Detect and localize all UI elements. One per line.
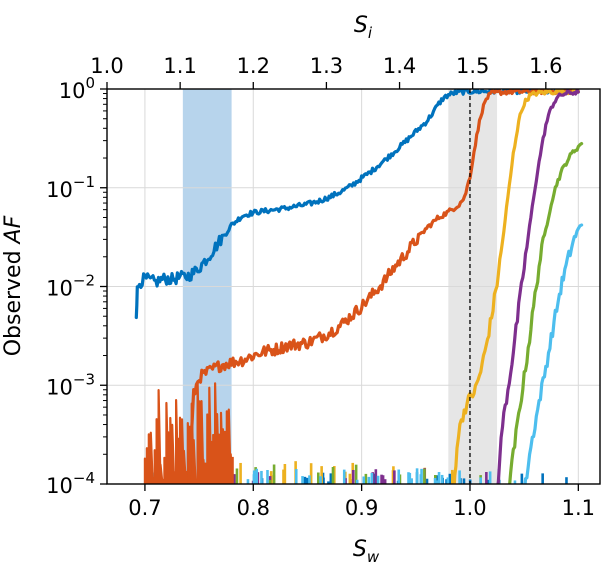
- top-axis-title: Si: [354, 13, 373, 42]
- x-tick-label: 0.8: [237, 496, 270, 520]
- series-1-noise: [143, 380, 234, 484]
- series-3-line: [496, 89, 580, 484]
- top-tick-label: 1.5: [456, 54, 489, 78]
- y-tick-label: 10−3: [46, 370, 95, 399]
- series-2-line: [452, 89, 580, 484]
- series-5-line: [523, 223, 584, 484]
- y-axis-title: Observed AF: [1, 215, 26, 356]
- x-tick-label: 1.0: [453, 496, 486, 520]
- y-tick-label: 10−2: [46, 272, 95, 301]
- y-tick-label: 10−1: [46, 173, 95, 202]
- top-tick-label: 1.4: [383, 54, 416, 78]
- series-4-line: [508, 142, 584, 484]
- x-tick-label: 0.7: [128, 496, 161, 520]
- series-1-line: [187, 89, 580, 484]
- top-tick-label: 1.6: [529, 54, 562, 78]
- y-tick-label: 100: [59, 74, 95, 103]
- x-tick-label: 0.9: [345, 496, 378, 520]
- x-axis-title: Sw: [353, 537, 380, 564]
- y-tick-label: 10−4: [46, 469, 95, 498]
- x-tick-label: 1.1: [562, 496, 595, 520]
- top-tick-label: 1.3: [310, 54, 343, 78]
- top-tick-label: 1.2: [237, 54, 270, 78]
- top-tick-label: 1.0: [90, 54, 123, 78]
- top-tick-label: 1.1: [163, 54, 196, 78]
